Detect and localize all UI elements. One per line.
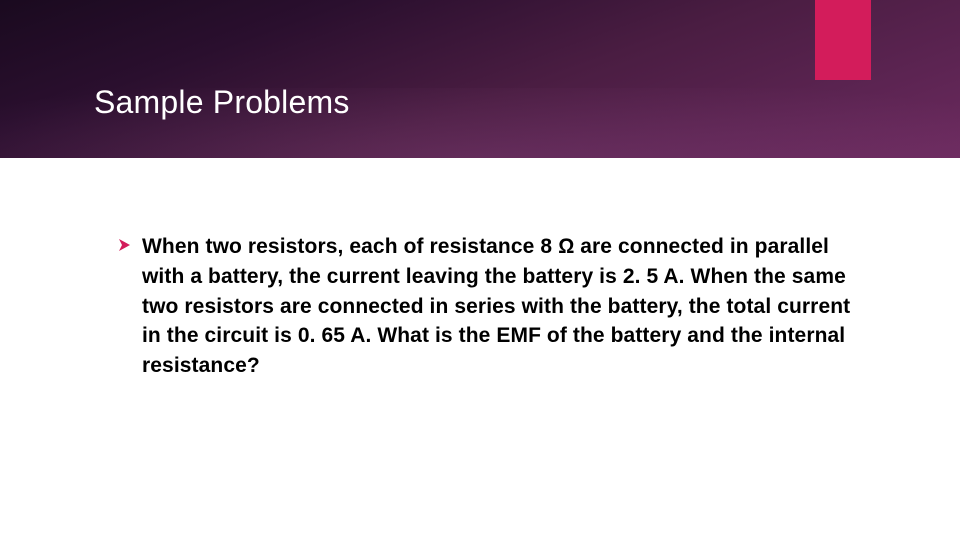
body-text: When two resistors, each of resistance 8…: [142, 232, 860, 381]
slide: Sample Problems When two resistors, each…: [0, 0, 960, 540]
body-area: When two resistors, each of resistance 8…: [118, 232, 860, 381]
page-title: Sample Problems: [94, 84, 350, 121]
bullet-arrow-icon: [118, 238, 132, 252]
bullet-arrow-shape: [119, 239, 130, 251]
bullet-item: When two resistors, each of resistance 8…: [118, 232, 860, 381]
accent-block: [815, 0, 871, 80]
